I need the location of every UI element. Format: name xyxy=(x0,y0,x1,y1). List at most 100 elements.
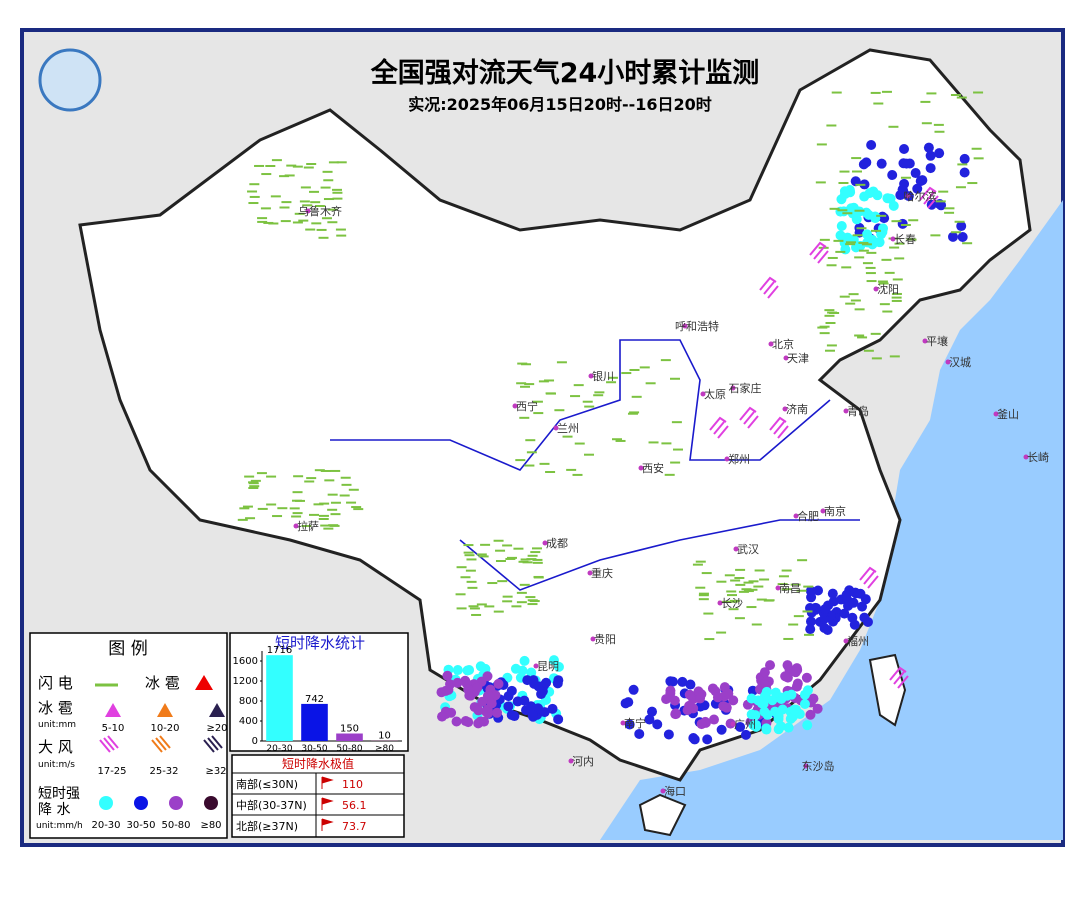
rain-dot xyxy=(522,675,533,686)
rain-dot xyxy=(846,203,857,214)
wind-mark xyxy=(919,186,939,209)
rain-dot xyxy=(925,163,936,174)
region: 北部(≥37N) xyxy=(236,819,298,833)
rain-dot xyxy=(786,689,797,700)
rain-dot xyxy=(684,689,695,700)
rain-class-icon xyxy=(204,796,218,810)
city-label: 青岛 xyxy=(847,404,869,418)
city-label: 太原 xyxy=(704,388,726,401)
wind-mark xyxy=(809,241,829,264)
rain-dot xyxy=(934,148,945,159)
rain-dot xyxy=(746,709,757,720)
city-dot xyxy=(700,391,706,397)
y-tick-label: 800 xyxy=(239,696,258,707)
city-label: 平壤 xyxy=(926,334,948,348)
y-tick-label: 1600 xyxy=(233,656,258,667)
city-dot xyxy=(820,508,826,514)
rain-dot xyxy=(782,660,793,671)
chart-box xyxy=(229,632,409,752)
city-dot xyxy=(768,341,774,347)
legend-text: ≥20 xyxy=(206,723,227,734)
city-label: 南京 xyxy=(824,504,846,518)
bar xyxy=(336,733,363,741)
rain-dot xyxy=(835,230,846,241)
city-dot xyxy=(1023,454,1029,460)
city-label: 重庆 xyxy=(591,566,613,580)
legend: 图 例闪 电冰 雹冰 雹unit:mm 5-10 10-20 ≥20大 风unit:m… xyxy=(29,632,228,839)
rain-dot xyxy=(519,695,530,706)
bar-value: 1716 xyxy=(267,645,292,656)
city-dot xyxy=(620,720,626,726)
rain-dot xyxy=(799,698,810,709)
bar-value: 742 xyxy=(305,694,324,705)
city-dot xyxy=(793,513,799,519)
city-dot xyxy=(293,523,299,529)
rain-dot xyxy=(843,600,854,611)
bar xyxy=(266,655,293,741)
rain-dot xyxy=(437,711,448,722)
flag xyxy=(321,776,334,789)
city-dot xyxy=(890,236,896,242)
legend-text: 闪 电 xyxy=(38,674,73,692)
rain-dot xyxy=(801,672,812,683)
rain-dot xyxy=(503,701,514,712)
rain-dot xyxy=(850,176,861,187)
rain-dot xyxy=(708,714,719,725)
legend-text: 图 例 xyxy=(108,639,147,659)
rain-dot xyxy=(859,191,870,202)
rain-dot xyxy=(684,700,695,711)
city-label: 北京 xyxy=(772,337,794,351)
rain-dot xyxy=(661,694,672,705)
legend-text: 17-25 xyxy=(97,766,126,777)
rain-class-icon xyxy=(169,796,183,810)
rain-dot xyxy=(482,671,493,682)
region: 中部(30-37N) xyxy=(236,798,307,812)
rain-dot xyxy=(765,660,776,671)
rain-dot xyxy=(805,624,816,635)
rain-dot xyxy=(740,729,751,740)
bar-value: 150 xyxy=(340,724,359,735)
rain-dot xyxy=(440,685,451,696)
legend-text: 10-20 xyxy=(150,723,179,734)
city-dot xyxy=(873,286,879,292)
wind-mark xyxy=(769,416,789,439)
city-dot xyxy=(717,600,723,606)
logo xyxy=(38,48,102,112)
rain-dot xyxy=(959,153,970,164)
wind-mark xyxy=(889,666,909,689)
rain-dot xyxy=(802,685,813,696)
rain-dot xyxy=(861,157,872,168)
city-label: 合肥 xyxy=(797,509,819,523)
legend-text: 降 水 xyxy=(38,802,70,818)
city-dot xyxy=(542,540,548,546)
legend-text: ≥32 xyxy=(205,766,226,777)
bar-value: 10 xyxy=(378,731,391,742)
china-outline xyxy=(78,48,1032,782)
city-label: 天津 xyxy=(787,352,809,365)
rain-dot xyxy=(851,214,862,225)
rain-dot xyxy=(735,721,746,732)
legend-text: unit:m/s xyxy=(38,760,75,770)
rain-dot xyxy=(805,585,816,596)
rain-dot xyxy=(847,612,858,623)
city-dot xyxy=(553,425,559,431)
rain-dot xyxy=(790,667,801,678)
rain-dot xyxy=(652,719,663,730)
city-dot xyxy=(993,411,999,417)
extreme-value: 110 xyxy=(342,778,363,791)
city-label: 釜山 xyxy=(997,407,1019,421)
rain-dot xyxy=(628,684,639,695)
city-dot xyxy=(905,193,911,199)
rain-dot xyxy=(917,175,928,186)
rain-dot xyxy=(910,168,921,179)
wind-mark xyxy=(739,406,759,429)
rain-dot xyxy=(477,696,488,707)
rain-dot xyxy=(473,705,484,716)
city-label: 乌鲁木齐 xyxy=(298,204,342,218)
rain-dot xyxy=(484,691,495,702)
rain-dot xyxy=(685,679,696,690)
extreme-value: 73.7 xyxy=(342,820,367,833)
city-dot xyxy=(533,663,539,669)
x-tick-label: 50-80 xyxy=(336,744,362,754)
rain-dot xyxy=(822,624,833,635)
